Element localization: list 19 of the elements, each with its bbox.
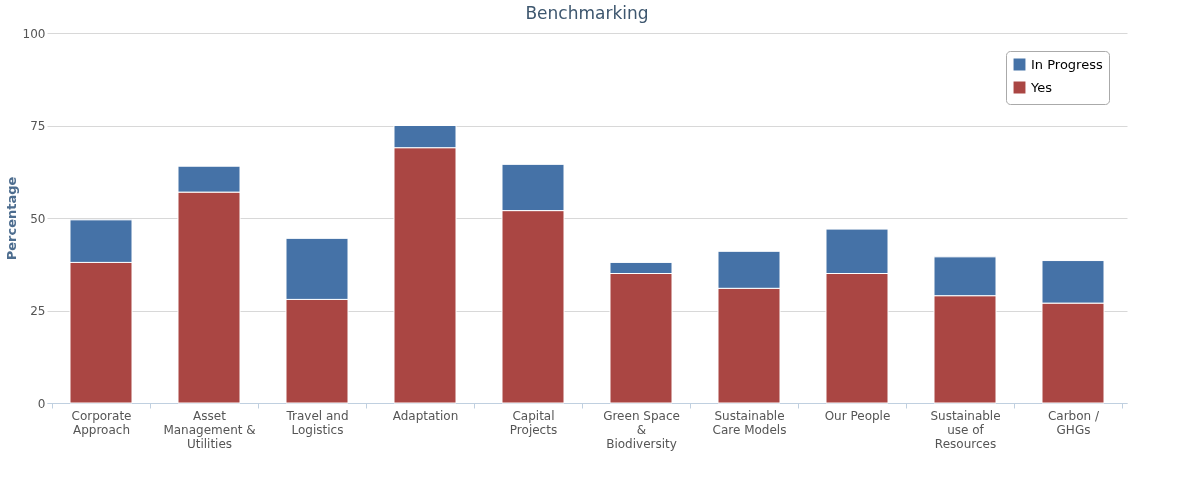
x-tick-label: Green Space & Biodiversity [603,408,680,451]
y-tick-label: 25 [30,304,46,318]
x-tick-label: Corporate Approach [71,408,132,437]
x-tick-label: Travel and Logistics [285,408,349,437]
x-tick-label: Sustainable Care Models [712,408,787,437]
x-tick-label: Asset Management & Utilities [163,408,256,451]
y-tick-label: 100 [22,26,46,41]
y-tick-label: 75 [30,119,46,133]
x-tick-label: Our People [824,408,891,423]
x-tick-label: Carbon / GHGs [1047,408,1100,437]
x-tick-label: Sustainable use of Resources [930,408,1001,451]
legend-label: In Progress [1031,56,1103,72]
y-axis-title: Percentage [3,176,19,261]
x-tick-label: Adaptation [392,408,459,423]
x-tick-label: Capital Projects [509,408,558,437]
y-tick-label: 0 [37,396,46,411]
legend-label: Yes [1030,79,1053,95]
y-tick-label: 50 [30,211,46,226]
chart-title: Benchmarking [525,3,649,23]
